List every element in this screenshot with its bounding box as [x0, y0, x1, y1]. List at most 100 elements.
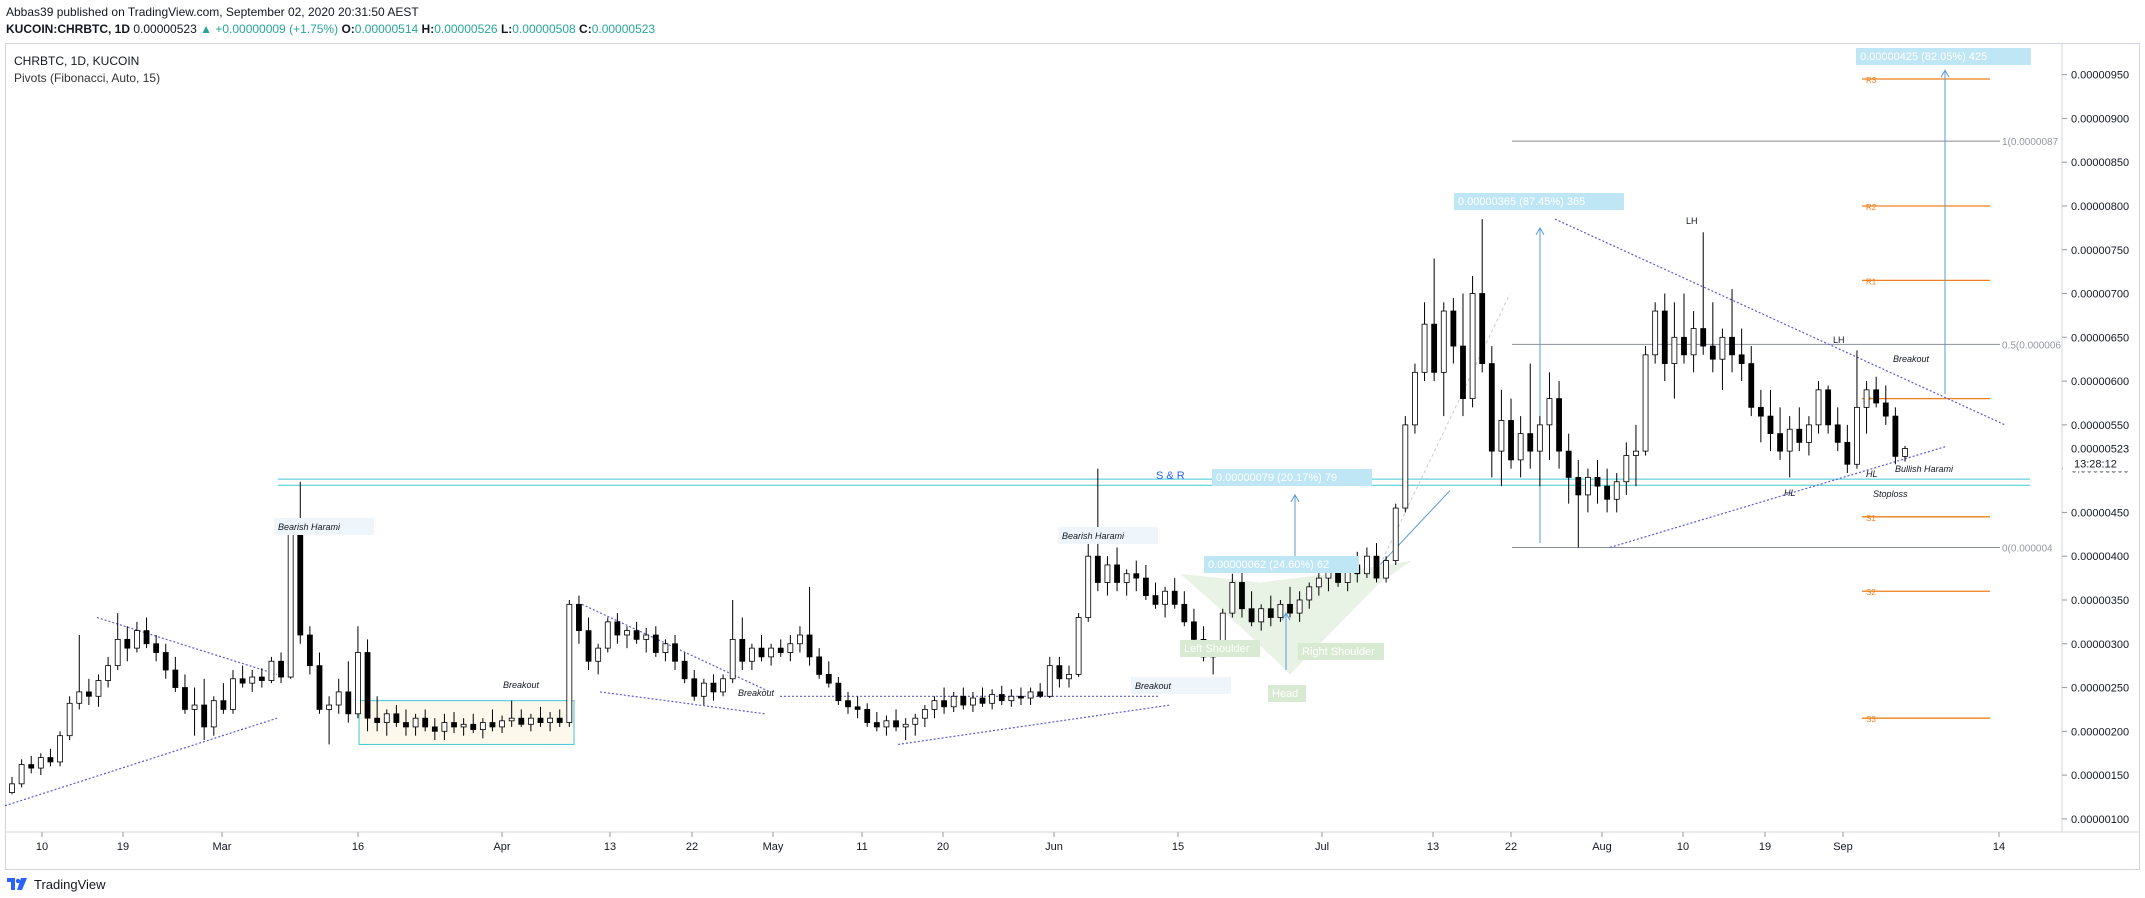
candle-body: [806, 634, 813, 658]
candle-body: [1027, 691, 1034, 699]
candle-body: [335, 691, 342, 706]
x-tick-label: Apr: [493, 841, 510, 853]
y-tick-label: 0.00000400: [2071, 551, 2129, 563]
candle-body: [700, 682, 707, 697]
candle-body: [355, 652, 361, 715]
pattern-leg: [1379, 293, 1511, 566]
candle-body: [47, 757, 54, 763]
x-tick-label: 15: [1172, 841, 1184, 853]
candle-body: [1575, 476, 1582, 496]
candle-body: [1479, 293, 1486, 364]
candle-body: [326, 704, 333, 710]
candle-body: [374, 717, 381, 723]
candle-body: [816, 656, 823, 675]
candle-body: [1152, 595, 1159, 605]
candle-body: [105, 665, 111, 681]
x-tick-label: 14: [1993, 841, 2005, 853]
y-tick-label: 0.00000950: [2071, 70, 2129, 82]
y-tick-label: 0.00000850: [2071, 157, 2129, 169]
candle-body: [28, 764, 35, 769]
candle-body: [835, 682, 842, 702]
measure-arrow-head: [1535, 226, 1545, 236]
chart-legend-title[interactable]: CHRBTC, 1D, KUCOIN: [14, 54, 140, 68]
candle-body: [1700, 328, 1707, 347]
brand-label[interactable]: TradingView: [34, 876, 106, 892]
candle-body: [1296, 599, 1303, 614]
price-marker-bg: [2063, 440, 2133, 472]
pivot-label-s3: S3: [1866, 715, 1876, 724]
candle-body: [883, 720, 890, 728]
candle-body: [556, 717, 563, 723]
candle-body: [1171, 590, 1178, 605]
fib-level-label: 0.5(0.000006: [2002, 340, 2061, 351]
candle-body: [191, 704, 198, 710]
candle-body: [1508, 420, 1514, 461]
candle-body: [403, 722, 409, 728]
candle-body: [1094, 555, 1101, 583]
candle-body: [76, 691, 83, 704]
candle-body: [864, 709, 871, 723]
candle-body: [1123, 573, 1130, 583]
candle-body: [153, 643, 160, 653]
indicator-legend[interactable]: Pivots (Fibonacci, Auto, 15): [14, 71, 161, 85]
candle-body: [85, 691, 92, 697]
trendline: [96, 616, 278, 675]
candle-body: [1633, 450, 1639, 456]
candle-body: [1796, 428, 1803, 443]
candle-body: [230, 678, 236, 710]
candle-body: [1844, 441, 1851, 465]
y-tick-label: 0.00000800: [2071, 201, 2129, 213]
candle-body: [1392, 507, 1399, 561]
annotation-bg: [1298, 643, 1384, 660]
annotation-bg: [1058, 527, 1158, 544]
candle-body: [364, 652, 371, 719]
candle-body: [1604, 485, 1611, 500]
annotation-label: Head: [1272, 688, 1298, 700]
candle-body: [1834, 424, 1841, 443]
candle-body: [1104, 564, 1111, 583]
candle-body: [825, 674, 832, 684]
y-tick-label: 0.00000350: [2071, 595, 2129, 607]
candle-body: [893, 720, 899, 728]
candle-body: [182, 687, 188, 710]
candle-body: [508, 717, 515, 722]
y-tick-label: 0.00000550: [2071, 420, 2129, 432]
x-tick-label: Aug: [1592, 841, 1612, 853]
candle-body: [1498, 420, 1505, 452]
candle-body: [1191, 621, 1197, 640]
y-tick-label: 0.00000250: [2071, 683, 2129, 695]
annotation-label: Bearish Harami: [278, 522, 341, 532]
pattern-leg: [1379, 490, 1451, 566]
annotation-label: 0.00000365 (87.45%) 365: [1458, 196, 1585, 208]
candle-body: [451, 722, 457, 728]
measure-arrow-head: [1290, 493, 1300, 503]
candle-body: [297, 529, 304, 636]
candle-body: [1690, 328, 1697, 356]
candle-body: [576, 603, 582, 632]
tradingview-logo-icon[interactable]: [6, 876, 28, 892]
candle-body: [1229, 582, 1236, 614]
candle-body: [1460, 345, 1466, 400]
chart-frame[interactable]: [5, 43, 2140, 870]
candle-body: [1239, 582, 1245, 610]
candle-body: [1373, 555, 1380, 579]
footer: TradingView: [6, 873, 106, 895]
candle-body: [1421, 323, 1428, 373]
candle-body: [1652, 310, 1659, 356]
candle-body: [1046, 665, 1053, 697]
x-tick-label: 13: [604, 841, 616, 853]
candle-body: [1681, 336, 1687, 356]
candle-body: [422, 717, 429, 728]
annotation-bg: [1212, 469, 1372, 486]
annotation-label: Breakout: [1135, 681, 1172, 691]
candle-body: [1671, 336, 1678, 364]
candle-body: [595, 647, 602, 662]
candle-body: [989, 694, 996, 704]
candle-body: [470, 723, 477, 730]
candle-body: [1854, 406, 1860, 465]
candle-body: [729, 638, 736, 680]
candle-body: [431, 726, 438, 732]
y-tick-label: 0.00000150: [2071, 770, 2129, 782]
candle-body: [1863, 389, 1870, 408]
